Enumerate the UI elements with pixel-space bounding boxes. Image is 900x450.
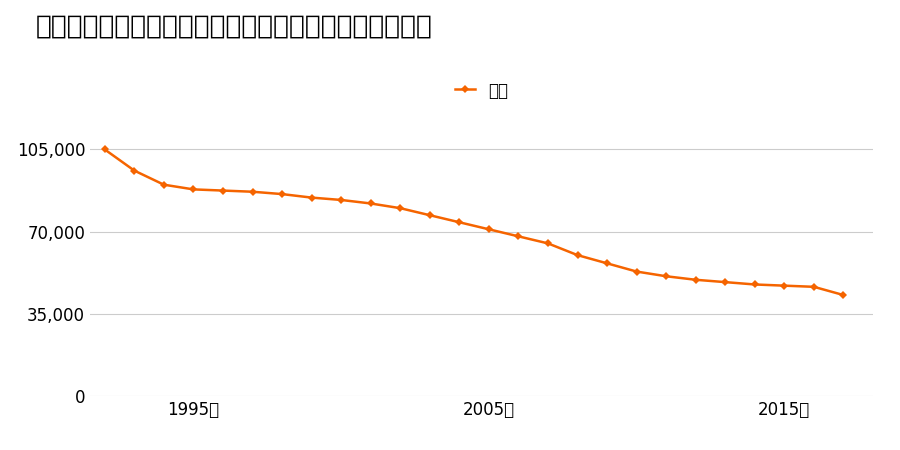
価格 <box>602 261 613 266</box>
価格 <box>425 212 436 218</box>
価格 <box>306 195 317 200</box>
価格 <box>129 168 140 173</box>
価格 <box>336 197 346 202</box>
価格 <box>218 188 229 193</box>
価格 <box>276 191 287 197</box>
価格 <box>99 147 110 152</box>
価格 <box>248 189 258 194</box>
価格 <box>158 182 169 187</box>
価格 <box>690 277 701 283</box>
価格 <box>838 292 849 298</box>
価格 <box>750 282 760 287</box>
価格 <box>454 220 464 225</box>
Line: 価格: 価格 <box>102 146 847 298</box>
価格 <box>483 227 494 232</box>
価格 <box>543 241 553 246</box>
価格 <box>188 187 199 192</box>
価格 <box>395 206 406 211</box>
価格 <box>779 283 790 288</box>
Legend: 価格: 価格 <box>448 75 515 106</box>
Text: 宮城県仙台市太白区土手内３丁目１００番７の地価推移: 宮城県仙台市太白区土手内３丁目１００番７の地価推移 <box>36 14 433 40</box>
価格 <box>808 284 819 289</box>
価格 <box>631 269 642 274</box>
価格 <box>661 274 671 279</box>
価格 <box>365 201 376 206</box>
価格 <box>513 234 524 239</box>
価格 <box>720 279 731 285</box>
価格 <box>572 252 583 258</box>
